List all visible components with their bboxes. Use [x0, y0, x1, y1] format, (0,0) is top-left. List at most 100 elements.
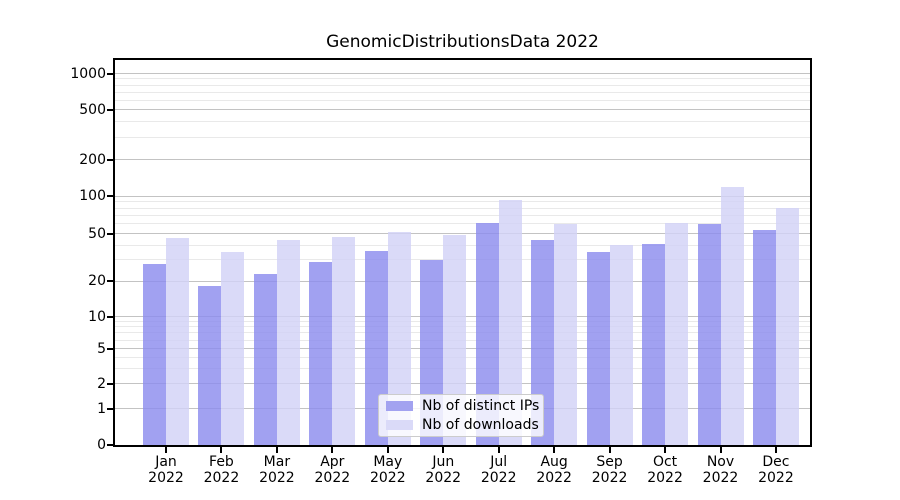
y-tick-label-100: 100 — [79, 188, 106, 204]
bar-jun-downloads — [443, 234, 467, 445]
y-tick-label-50: 50 — [88, 225, 106, 242]
bar-dec-downloads — [775, 208, 799, 445]
bar-nov-ips — [697, 223, 721, 445]
y-tick-label-1000: 1000 — [70, 65, 106, 82]
major-gridline — [115, 73, 810, 74]
bar-may-downloads — [387, 232, 411, 445]
x-tick-label-year: 2022 — [148, 470, 184, 486]
major-gridline — [115, 159, 810, 160]
y-tick-label-1: 1 — [97, 400, 106, 417]
legend: Nb of distinct IPs Nb of downloads — [378, 394, 544, 437]
x-tick-mark — [719, 447, 722, 453]
x-tick-mark — [165, 447, 167, 453]
bar-jan-downloads — [166, 237, 189, 445]
bar-nov-downloads — [720, 187, 744, 445]
y-tick-label-20: 20 — [88, 273, 106, 289]
bar-apr-downloads — [332, 236, 356, 445]
bar-aug-downloads — [554, 223, 578, 445]
bar-jul-ips — [475, 222, 499, 445]
x-tick-mark — [386, 447, 389, 453]
bar-oct-downloads — [665, 222, 689, 445]
y-tick-mark — [107, 444, 114, 446]
y-tick-label-5: 5 — [97, 340, 106, 357]
x-tick-label-month-sep: Sep — [596, 454, 623, 470]
x-tick-label-year: 2022 — [536, 470, 572, 486]
minor-gridline — [115, 136, 810, 138]
minor-gridline — [115, 214, 810, 216]
y-tick-mark — [107, 315, 114, 318]
minor-gridline — [115, 91, 810, 93]
bar-apr-ips — [309, 261, 333, 445]
x-tick-label-year: 2022 — [203, 470, 240, 486]
y-tick-label-200: 200 — [79, 151, 106, 168]
minor-gridline — [115, 121, 810, 123]
x-tick-mark — [220, 447, 223, 453]
major-gridline — [115, 195, 810, 197]
legend-swatch-distinct-ips-icon — [386, 401, 413, 411]
x-tick-label-year: 2022 — [591, 470, 628, 486]
bar-oct-ips — [642, 243, 666, 445]
major-gridline — [115, 109, 810, 110]
chart-title: GenomicDistributionsData 2022 — [326, 32, 599, 52]
x-tick-label-month-aug: Aug — [540, 454, 568, 470]
minor-gridline — [115, 84, 810, 86]
x-tick-mark — [608, 447, 611, 453]
bar-dec-ips — [752, 230, 776, 445]
x-tick-label-month-may: May — [373, 454, 403, 470]
legend-label-distinct-ips: Nb of distinct IPs — [422, 398, 540, 414]
x-tick-mark — [442, 447, 445, 453]
x-tick-label-year: 2022 — [369, 470, 406, 486]
bar-aug-ips — [531, 240, 555, 445]
legend-item-distinct-ips: Nb of distinct IPs — [386, 398, 543, 414]
x-tick-label-year: 2022 — [425, 470, 462, 486]
minor-gridline — [115, 99, 810, 101]
x-tick-label-year: 2022 — [758, 470, 794, 486]
minor-gridline — [115, 223, 810, 225]
x-tick-mark — [497, 447, 500, 453]
x-tick-label-month-jan: Jan — [155, 454, 177, 470]
bar-jan-ips — [143, 263, 166, 445]
legend-item-downloads: Nb of downloads — [386, 417, 543, 433]
x-tick-mark — [553, 447, 556, 453]
legend-swatch-downloads-icon — [386, 420, 413, 430]
bar-jul-downloads — [498, 199, 522, 445]
major-gridline — [115, 233, 810, 234]
x-tick-mark — [331, 447, 334, 453]
x-tick-label-month-dec: Dec — [762, 454, 790, 470]
bar-sep-downloads — [609, 245, 633, 445]
y-tick-mark — [107, 195, 114, 197]
x-tick-label-month-nov: Nov — [706, 454, 735, 470]
y-tick-mark — [107, 347, 114, 350]
x-tick-label-year: 2022 — [259, 470, 295, 486]
y-tick-mark — [107, 108, 114, 111]
bar-mar-ips — [253, 273, 277, 445]
y-tick-label-0: 0 — [97, 437, 106, 453]
x-tick-label-year: 2022 — [647, 470, 683, 486]
y-tick-label-500: 500 — [79, 101, 106, 118]
x-tick-label-year: 2022 — [314, 470, 351, 486]
y-tick-label-10: 10 — [88, 308, 106, 325]
y-tick-mark — [107, 280, 114, 282]
x-tick-label-month-feb: Feb — [209, 454, 234, 470]
x-tick-label-year: 2022 — [702, 470, 739, 486]
bar-feb-downloads — [221, 251, 245, 445]
x-tick-label-month-oct: Oct — [652, 454, 678, 470]
bar-mar-downloads — [276, 240, 300, 445]
legend-label-downloads: Nb of downloads — [422, 417, 539, 433]
y-tick-mark — [107, 232, 114, 235]
x-tick-mark — [774, 447, 777, 453]
x-tick-label-month-jul: Jul — [490, 454, 508, 470]
y-tick-mark — [107, 407, 114, 410]
y-tick-mark — [107, 158, 114, 161]
bar-sep-ips — [586, 251, 610, 445]
x-tick-label-month-mar: Mar — [263, 454, 291, 470]
x-tick-label-month-jun: Jun — [432, 454, 455, 470]
x-tick-label-month-apr: Apr — [320, 454, 345, 470]
y-tick-mark — [107, 382, 114, 385]
minor-gridline — [115, 207, 810, 209]
x-tick-label-year: 2022 — [480, 470, 517, 486]
y-tick-label-2: 2 — [97, 375, 106, 392]
minor-gridline — [115, 78, 810, 80]
plot-area — [113, 58, 812, 447]
